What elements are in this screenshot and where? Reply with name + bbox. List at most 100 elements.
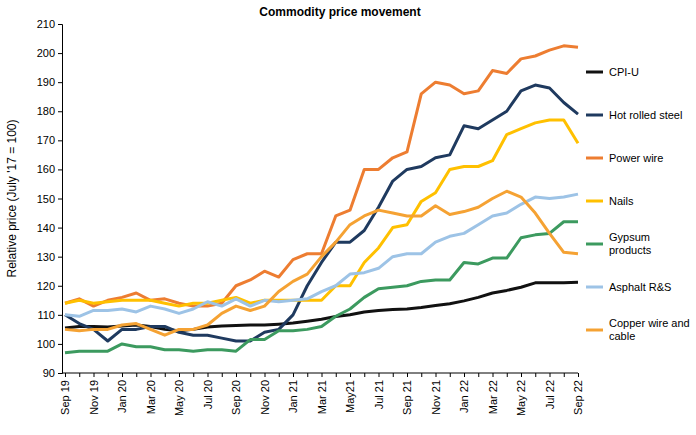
legend-item: Power wire bbox=[586, 152, 663, 164]
x-tick-mark bbox=[222, 373, 223, 377]
y-tick: 100 bbox=[37, 338, 62, 350]
legend-swatch bbox=[586, 200, 603, 203]
x-tick-mark bbox=[421, 373, 422, 377]
x-tick-mark bbox=[364, 373, 365, 377]
x-tick: Sep 19 bbox=[59, 373, 71, 415]
x-tick bbox=[165, 373, 166, 377]
x-tick: Mar 21 bbox=[316, 373, 328, 414]
y-tick-mark bbox=[58, 53, 62, 54]
x-tick: May21 bbox=[344, 373, 356, 413]
x-tick-label: May 20 bbox=[173, 380, 185, 416]
x-tick-mark bbox=[322, 373, 323, 377]
y-tick-label: 160 bbox=[37, 163, 55, 175]
y-tick-label: 150 bbox=[37, 193, 55, 205]
y-tick-label: 210 bbox=[37, 18, 55, 30]
x-tick: Sep 20 bbox=[230, 373, 242, 415]
x-tick: May 20 bbox=[173, 373, 185, 416]
x-tick bbox=[250, 373, 251, 377]
y-tick-label: 90 bbox=[43, 367, 55, 379]
series-line bbox=[65, 191, 578, 335]
legend-item: Nails bbox=[586, 195, 634, 207]
legend-item: Asphalt R&S bbox=[586, 281, 671, 293]
x-tick: Jul 20 bbox=[202, 373, 214, 409]
y-tick-mark bbox=[58, 228, 62, 229]
x-tick-label: Jan 20 bbox=[116, 380, 128, 413]
x-tick-mark bbox=[350, 373, 351, 377]
x-tick bbox=[478, 373, 479, 377]
y-tick-mark bbox=[58, 82, 62, 83]
y-axis: 90100110120130140150160170180190200210 bbox=[37, 18, 63, 379]
y-tick-label: 120 bbox=[37, 280, 55, 292]
x-tick-mark bbox=[122, 373, 123, 377]
x-tick bbox=[393, 373, 394, 377]
x-tick-mark bbox=[550, 373, 551, 377]
x-tick: Jul 22 bbox=[544, 373, 556, 409]
y-tick-mark bbox=[58, 373, 62, 374]
x-tick-label: Nov 19 bbox=[88, 380, 100, 415]
y-tick: 130 bbox=[37, 251, 62, 263]
x-tick-label: Sep 19 bbox=[59, 380, 71, 415]
y-tick: 200 bbox=[37, 47, 62, 59]
x-tick: Mar 20 bbox=[145, 373, 157, 414]
x-tick-mark bbox=[307, 373, 308, 377]
x-tick-mark bbox=[336, 373, 337, 377]
x-tick: Sep 21 bbox=[401, 373, 413, 415]
lines bbox=[65, 46, 578, 353]
x-tick: Nov 19 bbox=[88, 373, 100, 415]
y-tick-mark bbox=[58, 286, 62, 287]
series-line bbox=[65, 46, 578, 306]
y-tick-mark bbox=[58, 344, 62, 345]
y-tick-label: 110 bbox=[37, 309, 55, 321]
x-tick: May 22 bbox=[515, 373, 527, 416]
y-tick: 120 bbox=[37, 280, 62, 292]
x-tick-mark bbox=[151, 373, 152, 377]
x-tick-mark bbox=[521, 373, 522, 377]
x-tick-label: Jul 20 bbox=[202, 380, 214, 409]
series-line bbox=[65, 222, 578, 353]
legend-item: CPI-U bbox=[586, 66, 639, 78]
x-tick bbox=[307, 373, 308, 377]
x-tick bbox=[364, 373, 365, 377]
x-tick bbox=[421, 373, 422, 377]
legend-swatch bbox=[586, 286, 603, 289]
x-tick bbox=[222, 373, 223, 377]
x-tick bbox=[507, 373, 508, 377]
y-tick-label: 130 bbox=[37, 251, 55, 263]
series-line bbox=[65, 85, 578, 341]
x-tick bbox=[79, 373, 80, 377]
x-tick-label: Jul 21 bbox=[373, 380, 385, 409]
y-tick: 180 bbox=[37, 105, 62, 117]
x-tick bbox=[564, 373, 565, 377]
x-tick: Jan 21 bbox=[287, 373, 299, 413]
y-tick: 90 bbox=[43, 367, 62, 379]
x-tick-mark bbox=[507, 373, 508, 377]
x-tick-mark bbox=[79, 373, 80, 377]
legend-swatch bbox=[586, 157, 603, 160]
y-tick-label: 200 bbox=[37, 47, 55, 59]
x-tick-mark bbox=[94, 373, 95, 377]
x-tick-mark bbox=[236, 373, 237, 377]
x-tick-label: Sep 20 bbox=[230, 380, 242, 415]
legend-label: Nails bbox=[609, 195, 634, 207]
x-tick-mark bbox=[564, 373, 565, 377]
y-tick-mark bbox=[58, 140, 62, 141]
y-axis-label: Relative price (July '17 = 100) bbox=[5, 119, 19, 277]
x-tick-label: Mar 20 bbox=[145, 380, 157, 414]
y-tick-label: 190 bbox=[37, 76, 55, 88]
x-tick bbox=[535, 373, 536, 377]
x-tick: Sep 22 bbox=[572, 373, 584, 415]
legend-item: Hot rolled steel bbox=[586, 109, 682, 121]
y-tick-mark bbox=[58, 315, 62, 316]
legend-label: Asphalt R&S bbox=[609, 281, 671, 293]
y-tick-mark bbox=[58, 111, 62, 112]
y-axis-line bbox=[58, 25, 63, 374]
x-tick-label: Mar 22 bbox=[487, 380, 499, 414]
x-tick-label: Nov 20 bbox=[259, 380, 271, 415]
x-tick-label: May21 bbox=[344, 380, 356, 413]
x-tick bbox=[193, 373, 194, 377]
x-tick-label: Jan 21 bbox=[287, 380, 299, 413]
x-axis-line bbox=[62, 373, 578, 374]
y-tick-label: 140 bbox=[37, 222, 55, 234]
x-tick-label: Jan 22 bbox=[458, 380, 470, 413]
x-tick-mark bbox=[379, 373, 380, 377]
